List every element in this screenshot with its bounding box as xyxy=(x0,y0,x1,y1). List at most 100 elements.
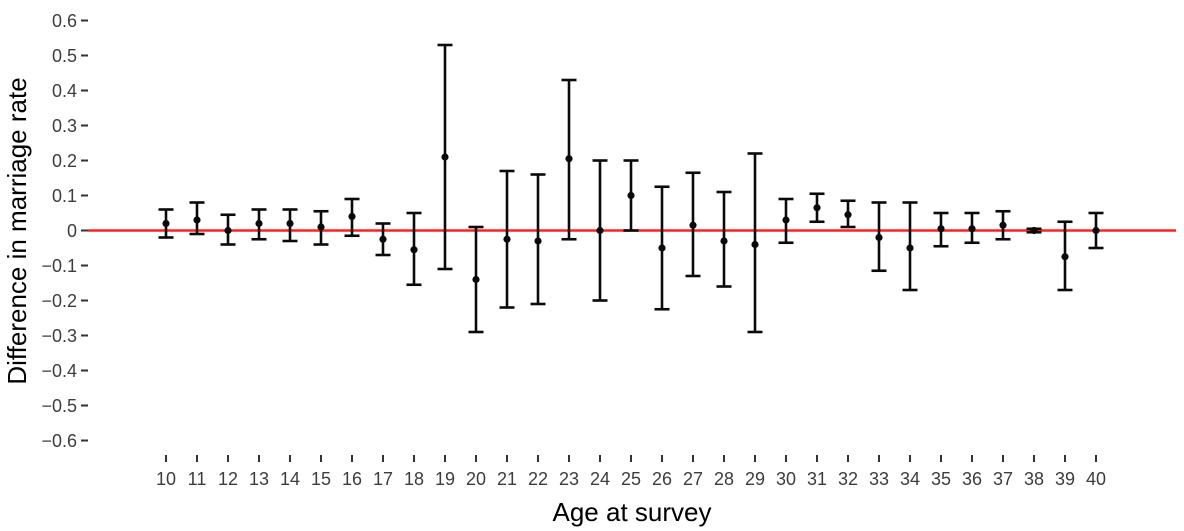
y-tick-label: −0.2 xyxy=(41,291,77,311)
y-tick-label: −0.5 xyxy=(41,396,77,416)
x-tick-label: 25 xyxy=(621,469,641,489)
x-tick-label: 16 xyxy=(342,469,362,489)
point-estimate xyxy=(162,219,170,228)
y-tick-label: −0.1 xyxy=(41,256,77,276)
x-tick-label: 34 xyxy=(900,469,920,489)
x-tick-label: 14 xyxy=(280,469,300,489)
point-estimate xyxy=(1092,226,1100,235)
point-estimate xyxy=(348,212,356,221)
pointrange-age-37 xyxy=(995,209,1011,241)
x-tick-label: 21 xyxy=(497,469,517,489)
point-estimate xyxy=(1030,226,1038,235)
point-estimate xyxy=(937,225,945,233)
x-tick-label: 12 xyxy=(218,469,238,489)
pointrange-age-39 xyxy=(1057,220,1073,292)
pointrange-age-31 xyxy=(809,192,825,224)
pointrange-age-19 xyxy=(437,43,453,271)
x-tick-label: 26 xyxy=(652,469,672,489)
y-tick-label: −0.3 xyxy=(41,326,77,346)
x-tick-label: 39 xyxy=(1055,469,1075,489)
pointrange-age-24 xyxy=(592,159,608,302)
pointrange-age-34 xyxy=(902,201,918,292)
point-estimate xyxy=(751,240,759,249)
point-estimate xyxy=(472,275,480,284)
point-estimate xyxy=(286,219,294,228)
x-axis-title: Age at survey xyxy=(553,497,712,527)
point-estimate xyxy=(565,155,573,163)
y-tick-label: −0.4 xyxy=(41,361,77,381)
pointrange-age-12 xyxy=(220,213,236,246)
pointrange-series-group xyxy=(158,43,1104,334)
pointrange-age-26 xyxy=(654,185,670,311)
point-estimate xyxy=(813,204,821,212)
x-tick-label: 22 xyxy=(528,469,548,489)
point-estimate xyxy=(1061,253,1069,261)
pointrange-age-13 xyxy=(251,208,267,241)
x-tick-label: 30 xyxy=(776,469,796,489)
x-tick-label: 40 xyxy=(1086,469,1106,489)
point-estimate xyxy=(317,223,325,231)
x-tick-label: 38 xyxy=(1024,469,1044,489)
point-estimate xyxy=(503,235,511,243)
y-tick-label: −0.6 xyxy=(41,431,77,451)
x-tick-label: 27 xyxy=(683,469,703,489)
point-estimate xyxy=(255,219,263,228)
point-estimate xyxy=(906,244,914,252)
pointrange-age-21 xyxy=(499,169,515,309)
pointrange-age-32 xyxy=(840,199,856,229)
pointrange-age-29 xyxy=(747,152,763,334)
y-tick-label: 0.1 xyxy=(52,186,77,206)
point-estimate xyxy=(875,233,883,242)
pointrange-age-25 xyxy=(623,159,639,232)
pointrange-age-30 xyxy=(778,197,794,245)
pointrange-age-27 xyxy=(685,171,701,278)
x-tick-label: 17 xyxy=(373,469,393,489)
pointrange-age-20 xyxy=(468,225,484,334)
point-estimate xyxy=(224,226,232,235)
pointrange-age-16 xyxy=(344,197,360,238)
y-tick-label: 0.5 xyxy=(52,46,77,66)
point-estimate xyxy=(689,221,697,229)
y-tick-label: 0.6 xyxy=(52,11,77,31)
point-estimate xyxy=(720,237,728,245)
point-estimate xyxy=(534,237,542,245)
x-tick-label: 28 xyxy=(714,469,734,489)
point-estimate xyxy=(410,246,418,254)
axes-ticks-group: 0.6 0.5 0.4 0.3 0.2 0.1 0 −0.1 −0.2 −0.3 −0.4 −0.5 −… xyxy=(41,11,1106,489)
x-tick-label: 18 xyxy=(404,469,424,489)
x-tick-label: 31 xyxy=(807,469,827,489)
y-tick-label: 0.3 xyxy=(52,116,77,136)
y-tick-label: 0.2 xyxy=(52,151,77,171)
point-estimate xyxy=(782,216,790,224)
point-estimate xyxy=(379,235,387,243)
pointrange-age-11 xyxy=(189,201,205,236)
pointrange-age-10 xyxy=(158,208,174,239)
point-estimate xyxy=(658,244,666,252)
point-estimate xyxy=(968,225,976,233)
x-tick-label: 33 xyxy=(869,469,889,489)
x-tick-label: 10 xyxy=(156,469,176,489)
x-tick-label: 15 xyxy=(311,469,331,489)
point-estimate xyxy=(193,216,201,224)
pointrange-age-36 xyxy=(964,211,980,245)
point-estimate xyxy=(596,226,604,235)
pointrange-age-22 xyxy=(530,173,546,306)
point-estimate xyxy=(627,191,635,200)
x-tick-label: 32 xyxy=(838,469,858,489)
pointrange-age-33 xyxy=(871,201,887,273)
x-tick-label: 24 xyxy=(590,469,610,489)
pointrange-age-17 xyxy=(375,222,391,257)
x-tick-label: 19 xyxy=(435,469,455,489)
y-axis-title: Difference in marriage rate xyxy=(2,77,32,384)
x-tick-label: 29 xyxy=(745,469,765,489)
x-tick-label: 23 xyxy=(559,469,579,489)
x-tick-label: 20 xyxy=(466,469,486,489)
pointrange-age-38 xyxy=(1026,226,1042,235)
pointrange-age-23 xyxy=(561,78,577,241)
x-tick-label: 11 xyxy=(188,469,207,489)
point-estimate xyxy=(441,153,449,161)
pointrange-age-18 xyxy=(406,211,422,287)
y-tick-label: 0.4 xyxy=(52,81,77,101)
